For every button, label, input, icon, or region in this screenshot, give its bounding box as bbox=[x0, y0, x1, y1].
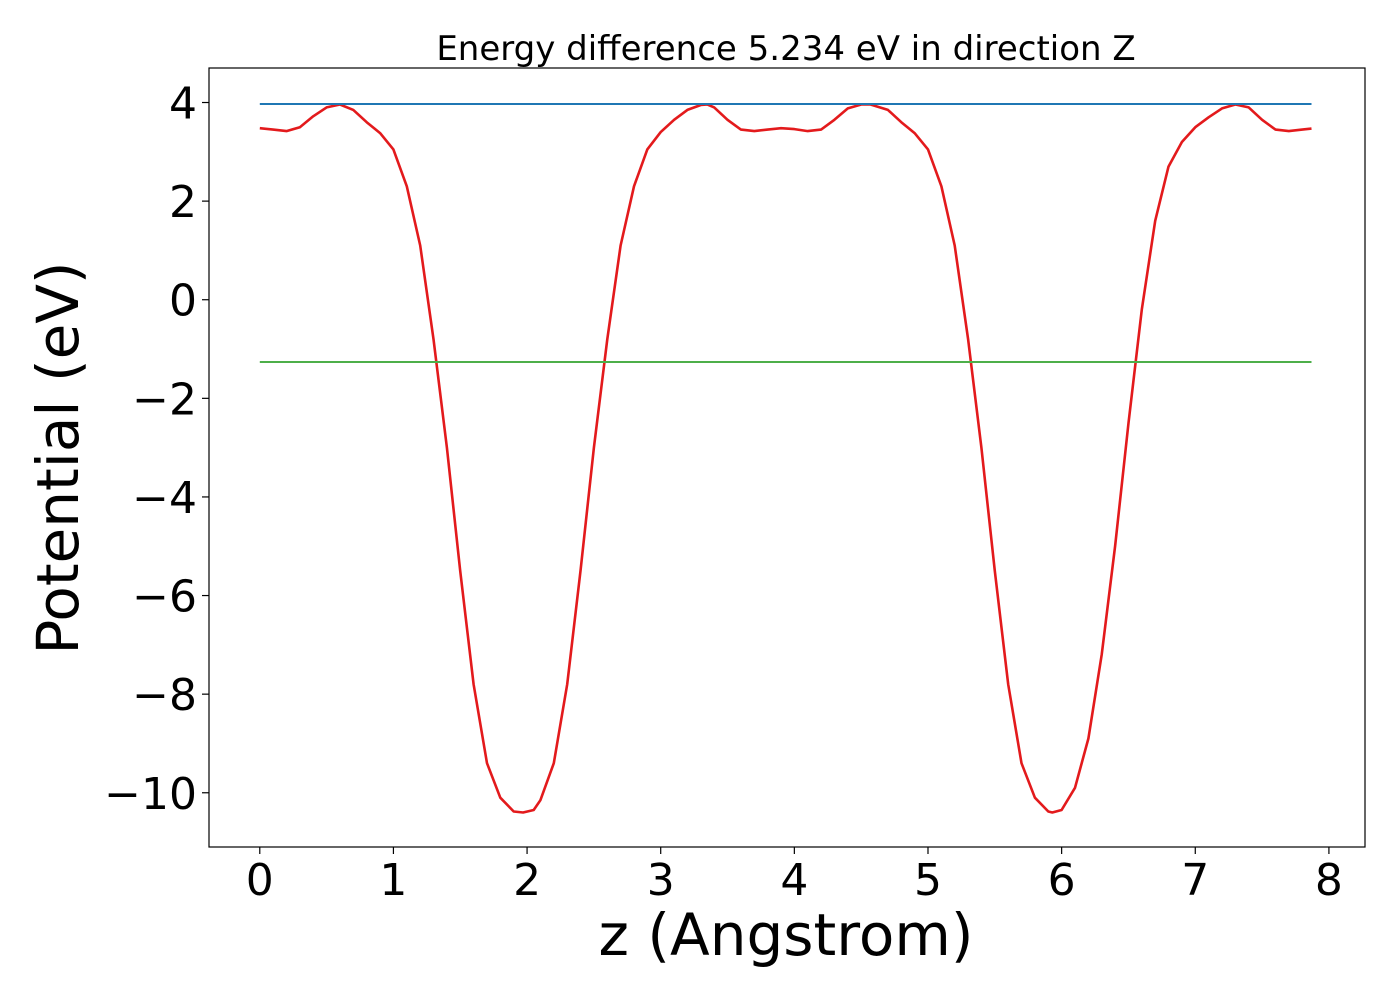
y-tick-label: 0 bbox=[169, 276, 197, 327]
x-tick-label: 0 bbox=[246, 855, 274, 906]
x-axis: 0 1 2 3 4 5 6 7 8 bbox=[246, 847, 1343, 906]
x-tick-label: 1 bbox=[379, 855, 407, 906]
y-tick-label: −8 bbox=[132, 670, 197, 721]
x-tick-label: 4 bbox=[780, 855, 808, 906]
series-layer bbox=[259, 103, 1312, 814]
y-axis: 4 2 0 −2 −4 −6 −8 −10 bbox=[104, 79, 209, 820]
y-axis-label: Potential (eV) bbox=[24, 261, 92, 654]
x-tick-label: 3 bbox=[647, 855, 675, 906]
x-tick-label: 5 bbox=[914, 855, 942, 906]
y-tick-label: −2 bbox=[132, 374, 197, 425]
y-tick-label: −10 bbox=[104, 769, 197, 820]
y-tick-label: 4 bbox=[169, 79, 197, 130]
y-tick-label: −6 bbox=[132, 572, 197, 623]
y-tick-label: 2 bbox=[169, 177, 197, 228]
chart-title: Energy difference 5.234 eV in direction … bbox=[436, 29, 1135, 69]
x-tick-label: 7 bbox=[1181, 855, 1209, 906]
x-tick-label: 6 bbox=[1048, 855, 1076, 906]
y-tick-label: −4 bbox=[132, 473, 197, 524]
plot-frame bbox=[208, 67, 1366, 848]
x-tick-label: 8 bbox=[1315, 855, 1343, 906]
series-line-1 bbox=[259, 103, 1312, 814]
x-axis-label: z (Angstrom) bbox=[599, 901, 974, 969]
x-tick-label: 2 bbox=[513, 855, 541, 906]
